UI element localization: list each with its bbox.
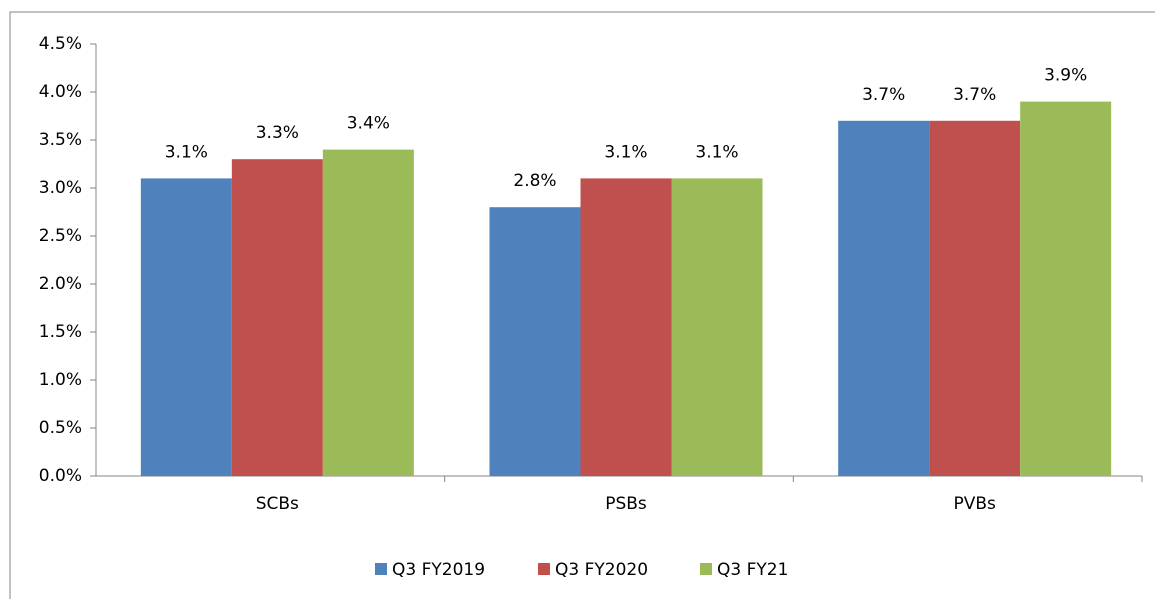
y-tick-label: 1.0%	[39, 370, 82, 390]
bar	[140, 178, 232, 476]
value-label: 3.1%	[695, 142, 738, 162]
y-tick-label: 2.0%	[39, 274, 82, 294]
legend-label: Q3 FY2020	[555, 560, 648, 580]
chart-frame	[9, 11, 1155, 603]
x-tick-label: PVBs	[953, 494, 996, 514]
x-tick-label: SCBs	[256, 494, 299, 514]
bar	[231, 159, 323, 476]
value-label: 3.1%	[165, 142, 208, 162]
y-tick-label: 3.0%	[39, 178, 82, 198]
value-label: 3.1%	[604, 142, 647, 162]
y-tick-label: 0.0%	[39, 466, 82, 486]
legend-swatch	[538, 563, 550, 575]
value-label: 3.7%	[862, 85, 905, 105]
value-label: 2.8%	[513, 171, 556, 191]
y-tick-label: 4.0%	[39, 82, 82, 102]
bar	[671, 178, 763, 476]
bar	[929, 120, 1021, 477]
y-tick-label: 2.5%	[39, 226, 82, 246]
legend-label: Q3 FY2019	[392, 560, 485, 580]
legend-label: Q3 FY21	[717, 560, 788, 580]
legend-swatch	[700, 563, 712, 575]
value-label: 3.3%	[256, 123, 299, 143]
bar	[838, 120, 930, 477]
bar	[1020, 101, 1112, 476]
bar	[580, 178, 672, 476]
legend-swatch	[375, 563, 387, 575]
value-label: 3.7%	[953, 85, 996, 105]
bar	[322, 149, 414, 476]
value-label: 3.4%	[347, 114, 390, 134]
bar	[489, 207, 581, 476]
value-label: 3.9%	[1044, 66, 1087, 86]
y-tick-label: 1.5%	[39, 322, 82, 342]
y-tick-label: 4.5%	[39, 34, 82, 54]
x-tick-label: PSBs	[605, 494, 647, 514]
y-tick-label: 3.5%	[39, 130, 82, 150]
y-tick-label: 0.5%	[39, 418, 82, 438]
